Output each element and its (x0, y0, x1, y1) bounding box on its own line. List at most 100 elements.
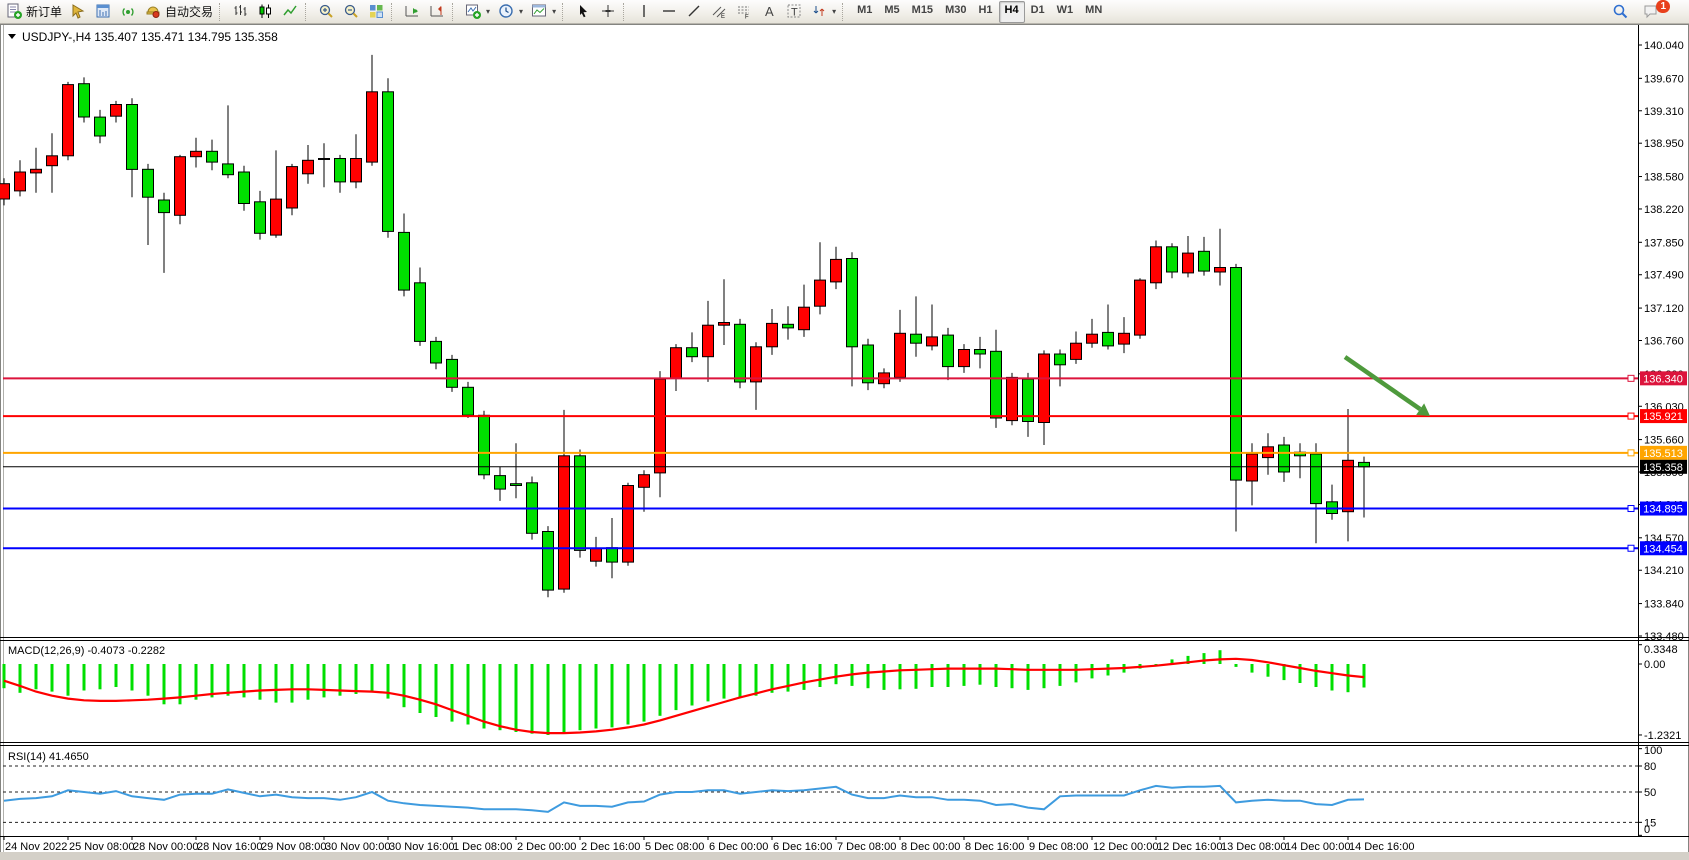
x-axis-label[interactable]: 9 Dec 08:00 (1029, 841, 1088, 853)
line-anchor-marker[interactable] (1627, 449, 1635, 457)
search-button[interactable] (1608, 1, 1633, 23)
zoom-out-button[interactable] (339, 1, 364, 23)
auto-scroll-button[interactable] (400, 1, 425, 23)
x-axis-label[interactable]: 29 Nov 08:00 (261, 841, 326, 853)
x-axis-label[interactable]: 14 Dec 00:00 (1285, 841, 1350, 853)
y-axis-label[interactable]: 138.580 (1644, 172, 1684, 184)
y-axis-label[interactable]: 139.670 (1644, 73, 1684, 85)
x-axis-label[interactable]: 12 Dec 16:00 (1157, 841, 1222, 853)
timeframe-button-M15[interactable]: M15 (911, 3, 934, 16)
chart-plot-area[interactable] (3, 25, 1638, 836)
timeframe-button-W1[interactable]: W1 (1056, 3, 1074, 16)
y-axis-label[interactable]: 137.850 (1644, 237, 1684, 249)
x-axis-label[interactable]: 6 Dec 16:00 (773, 841, 832, 853)
x-axis-label[interactable]: 30 Nov 16:00 (389, 841, 454, 853)
channel-icon: E (712, 6, 726, 20)
crosshair-button[interactable] (596, 1, 621, 23)
x-axis-label[interactable]: 24 Nov 2022 (5, 841, 67, 853)
trend-arrow-head[interactable] (1416, 403, 1430, 416)
timeframe-button-H4[interactable]: H4 (998, 0, 1025, 23)
y-axis-label[interactable]: 140.040 (1644, 40, 1684, 52)
x-axis-label[interactable]: 8 Dec 16:00 (965, 841, 1024, 853)
x-axis-label[interactable]: 6 Dec 00:00 (709, 841, 768, 853)
chart-shift-button[interactable] (425, 1, 450, 23)
y-axis-label[interactable]: 138.220 (1644, 204, 1684, 216)
x-axis-label[interactable]: 25 Nov 08:00 (69, 841, 134, 853)
fibo-button[interactable]: F (732, 1, 757, 23)
chart-object-button[interactable] (66, 1, 91, 23)
line-anchor-marker[interactable] (1627, 544, 1635, 552)
timeframe-button-MN[interactable]: MN (1085, 3, 1103, 16)
line-anchor-marker[interactable] (1627, 412, 1635, 420)
x-axis-label[interactable]: 2 Dec 16:00 (581, 841, 640, 853)
trendline-button[interactable] (682, 1, 707, 23)
text-button[interactable]: A (757, 1, 782, 23)
indicators-button[interactable]: ▾ (461, 1, 494, 23)
hline-icon (663, 10, 676, 12)
chevron-down-icon[interactable]: ▾ (519, 7, 524, 16)
cursor-button[interactable] (571, 1, 596, 23)
candle (830, 258, 842, 283)
symbol-dropdown-icon[interactable] (8, 34, 16, 39)
templates-button[interactable]: ▾ (527, 1, 560, 23)
signals-button[interactable] (116, 1, 141, 23)
bar-chart-button[interactable] (228, 1, 253, 23)
notification-badge: 1 (1656, 0, 1670, 13)
timeframe-button-D1[interactable]: D1 (1030, 3, 1045, 16)
line-chart-button[interactable] (278, 1, 303, 23)
y-axis-label[interactable]: 133.480 (1644, 631, 1684, 643)
x-axis-label[interactable]: 8 Dec 00:00 (901, 841, 960, 853)
chat-button[interactable]: 1 (1639, 0, 1681, 23)
channel-button[interactable]: E (707, 1, 732, 23)
auto-trading-button[interactable]: 自动交易 (141, 1, 217, 23)
market-watch-button[interactable] (91, 1, 116, 23)
new-order-button[interactable]: 新订单 (2, 1, 66, 23)
line-anchor-marker[interactable] (1627, 505, 1635, 513)
x-axis-label[interactable]: 7 Dec 08:00 (837, 841, 896, 853)
label-button[interactable]: T (782, 1, 807, 23)
timeframe-button-M1[interactable]: M1 (857, 3, 873, 16)
x-axis-label[interactable]: 28 Nov 00:00 (133, 841, 198, 853)
y-axis-label[interactable]: 136.760 (1644, 336, 1684, 348)
candle (958, 349, 970, 368)
macd-histogram-bar (338, 664, 342, 696)
y-axis-label[interactable]: 138.950 (1644, 138, 1684, 150)
x-axis-label[interactable]: 12 Dec 00:00 (1093, 841, 1158, 853)
hline-button[interactable] (657, 1, 682, 23)
vline-button[interactable] (632, 1, 657, 23)
zoom-in-button[interactable] (314, 1, 339, 23)
price-flag (1640, 459, 1687, 474)
x-axis-label[interactable]: 13 Dec 08:00 (1221, 841, 1286, 853)
y-axis-label[interactable]: 137.490 (1644, 270, 1684, 282)
x-axis-label[interactable]: 2 Dec 00:00 (517, 841, 576, 853)
x-axis-label[interactable]: 14 Dec 16:00 (1349, 841, 1414, 853)
y-axis-label[interactable]: 134.210 (1644, 565, 1684, 577)
chevron-down-icon[interactable]: ▾ (486, 7, 491, 16)
y-axis-label[interactable]: 139.310 (1644, 106, 1684, 118)
y-axis-label[interactable]: 133.840 (1644, 599, 1684, 611)
timeframe-button-M5[interactable]: M5 (884, 3, 900, 16)
price-flag-label: 135.358 (1643, 462, 1683, 474)
candle-chart-button[interactable] (253, 1, 278, 23)
timeframe-button-H1[interactable]: H1 (978, 3, 993, 16)
macd-histogram-bar (178, 664, 182, 705)
trend-arrow-annotation[interactable] (1343, 355, 1422, 412)
periods-button[interactable]: ▾ (494, 1, 527, 23)
arrows-button[interactable]: ▾ (807, 1, 840, 23)
x-axis-label[interactable]: 5 Dec 08:00 (645, 841, 704, 853)
x-axis-label[interactable]: 28 Nov 16:00 (197, 841, 262, 853)
timeframe-button-M30[interactable]: M30 (945, 3, 967, 16)
candle (574, 455, 586, 551)
candle (206, 150, 218, 163)
chevron-down-icon[interactable]: ▾ (832, 7, 837, 16)
candle (718, 322, 730, 326)
line-anchor-marker[interactable] (1627, 374, 1635, 382)
x-axis-label[interactable]: 30 Nov 00:00 (325, 841, 390, 853)
y-axis-label[interactable]: 137.120 (1644, 303, 1684, 315)
y-axis-label[interactable]: 135.660 (1644, 435, 1684, 447)
macd-histogram-bar (706, 664, 710, 702)
tile-windows-button[interactable] (364, 1, 389, 23)
chevron-down-icon[interactable]: ▾ (552, 7, 557, 16)
x-axis-label[interactable]: 1 Dec 08:00 (453, 841, 512, 853)
